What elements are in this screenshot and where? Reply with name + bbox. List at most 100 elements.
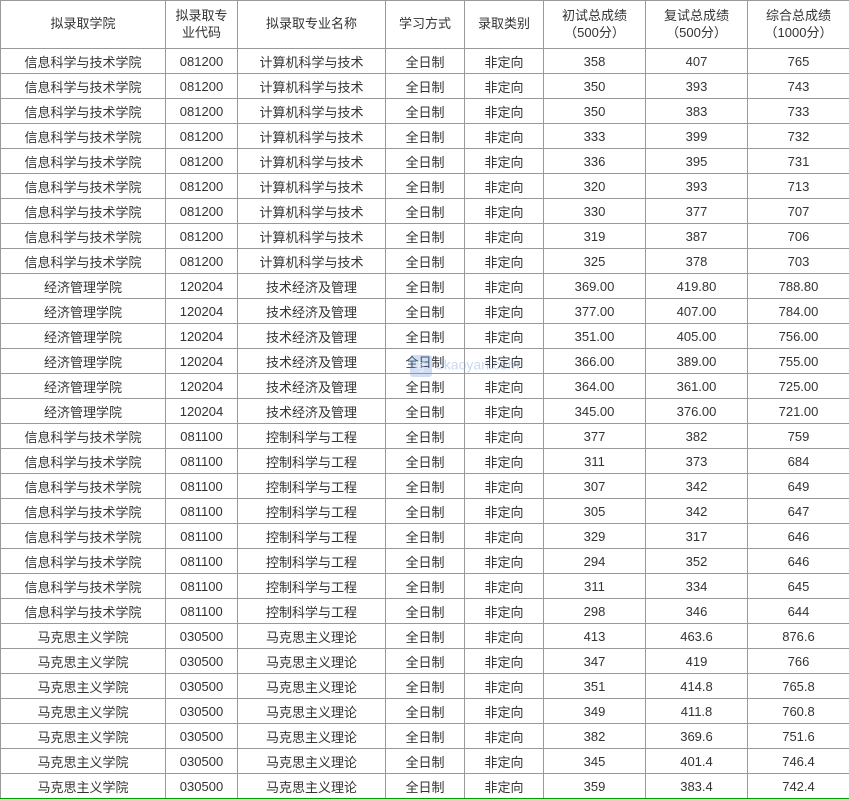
table-cell: 349 [544, 699, 646, 724]
table-cell: 419 [646, 649, 748, 674]
table-row: 信息科学与技术学院081200计算机科学与技术全日制非定向333399732 [1, 124, 849, 149]
table-row: 经济管理学院120204技术经济及管理全日制非定向364.00361.00725… [1, 374, 849, 399]
table-cell: 马克思主义理论 [238, 749, 386, 774]
table-cell: 345 [544, 749, 646, 774]
table-row: 信息科学与技术学院081200计算机科学与技术全日制非定向350383733 [1, 99, 849, 124]
table-cell: 401.4 [646, 749, 748, 774]
table-row: 马克思主义学院030500马克思主义理论全日制非定向345401.4746.4 [1, 749, 849, 774]
table-cell: 全日制 [386, 574, 465, 599]
table-cell: 463.6 [646, 624, 748, 649]
table-cell: 信息科学与技术学院 [1, 99, 166, 124]
table-cell: 120204 [166, 274, 238, 299]
table-row: 信息科学与技术学院081100控制科学与工程全日制非定向298346644 [1, 599, 849, 624]
table-cell: 646 [748, 524, 849, 549]
table-cell: 081200 [166, 74, 238, 99]
table-cell: 378 [646, 249, 748, 274]
table-cell: 345.00 [544, 399, 646, 424]
table-cell: 405.00 [646, 324, 748, 349]
table-cell: 765 [748, 49, 849, 74]
table-row: 马克思主义学院030500马克思主义理论全日制非定向351414.8765.8 [1, 674, 849, 699]
table-cell: 419.80 [646, 274, 748, 299]
table-body: 信息科学与技术学院081200计算机科学与技术全日制非定向358407765信息… [1, 49, 849, 799]
table-cell: 非定向 [465, 324, 544, 349]
table-cell: 411.8 [646, 699, 748, 724]
table-cell: 311 [544, 449, 646, 474]
table-cell: 373 [646, 449, 748, 474]
table-cell: 马克思主义理论 [238, 774, 386, 799]
table-cell: 330 [544, 199, 646, 224]
table-cell: 721.00 [748, 399, 849, 424]
table-cell: 控制科学与工程 [238, 424, 386, 449]
table-cell: 377.00 [544, 299, 646, 324]
column-header-5: 初试总成绩（500分） [544, 1, 646, 49]
table-row: 经济管理学院120204技术经济及管理全日制非定向369.00419.80788… [1, 274, 849, 299]
table-cell: 399 [646, 124, 748, 149]
table-cell: 非定向 [465, 299, 544, 324]
table-cell: 081100 [166, 549, 238, 574]
table-cell: 081100 [166, 599, 238, 624]
table-cell: 120204 [166, 324, 238, 349]
table-cell: 081200 [166, 49, 238, 74]
table-cell: 全日制 [386, 424, 465, 449]
table-cell: 707 [748, 199, 849, 224]
table-cell: 383.4 [646, 774, 748, 799]
column-header-2: 拟录取专业名称 [238, 1, 386, 49]
table-row: 信息科学与技术学院081200计算机科学与技术全日制非定向325378703 [1, 249, 849, 274]
table-cell: 信息科学与技术学院 [1, 424, 166, 449]
table-cell: 876.6 [748, 624, 849, 649]
table-cell: 120204 [166, 374, 238, 399]
table-cell: 377 [646, 199, 748, 224]
table-cell: 控制科学与工程 [238, 449, 386, 474]
table-cell: 全日制 [386, 649, 465, 674]
table-cell: 369.00 [544, 274, 646, 299]
table-cell: 信息科学与技术学院 [1, 599, 166, 624]
table-cell: 全日制 [386, 699, 465, 724]
table-cell: 经济管理学院 [1, 349, 166, 374]
table-cell: 非定向 [465, 99, 544, 124]
table-cell: 320 [544, 174, 646, 199]
table-cell: 非定向 [465, 174, 544, 199]
table-cell: 非定向 [465, 274, 544, 299]
table-cell: 全日制 [386, 299, 465, 324]
table-cell: 信息科学与技术学院 [1, 199, 166, 224]
table-cell: 081100 [166, 449, 238, 474]
table-cell: 732 [748, 124, 849, 149]
table-cell: 控制科学与工程 [238, 474, 386, 499]
table-cell: 351.00 [544, 324, 646, 349]
table-cell: 755.00 [748, 349, 849, 374]
column-header-4: 录取类别 [465, 1, 544, 49]
table-cell: 120204 [166, 399, 238, 424]
table-cell: 342 [646, 499, 748, 524]
table-row: 信息科学与技术学院081100控制科学与工程全日制非定向311334645 [1, 574, 849, 599]
table-cell: 经济管理学院 [1, 324, 166, 349]
table-cell: 352 [646, 549, 748, 574]
table-cell: 644 [748, 599, 849, 624]
table-cell: 马克思主义学院 [1, 649, 166, 674]
table-cell: 技术经济及管理 [238, 299, 386, 324]
table-row: 信息科学与技术学院081200计算机科学与技术全日制非定向320393713 [1, 174, 849, 199]
table-cell: 非定向 [465, 499, 544, 524]
table-row: 马克思主义学院030500马克思主义理论全日制非定向347419766 [1, 649, 849, 674]
table-cell: 全日制 [386, 324, 465, 349]
table-cell: 非定向 [465, 649, 544, 674]
table-cell: 技术经济及管理 [238, 374, 386, 399]
table-cell: 全日制 [386, 474, 465, 499]
table-cell: 全日制 [386, 249, 465, 274]
table-row: 信息科学与技术学院081100控制科学与工程全日制非定向311373684 [1, 449, 849, 474]
table-cell: 全日制 [386, 374, 465, 399]
table-cell: 759 [748, 424, 849, 449]
table-cell: 347 [544, 649, 646, 674]
table-cell: 非定向 [465, 399, 544, 424]
table-cell: 342 [646, 474, 748, 499]
table-cell: 信息科学与技术学院 [1, 449, 166, 474]
table-cell: 非定向 [465, 449, 544, 474]
table-cell: 技术经济及管理 [238, 399, 386, 424]
table-cell: 346 [646, 599, 748, 624]
table-cell: 非定向 [465, 249, 544, 274]
table-row: 马克思主义学院030500马克思主义理论全日制非定向382369.6751.6 [1, 724, 849, 749]
table-cell: 030500 [166, 699, 238, 724]
table-cell: 298 [544, 599, 646, 624]
table-cell: 计算机科学与技术 [238, 199, 386, 224]
table-cell: 全日制 [386, 349, 465, 374]
table-cell: 非定向 [465, 374, 544, 399]
